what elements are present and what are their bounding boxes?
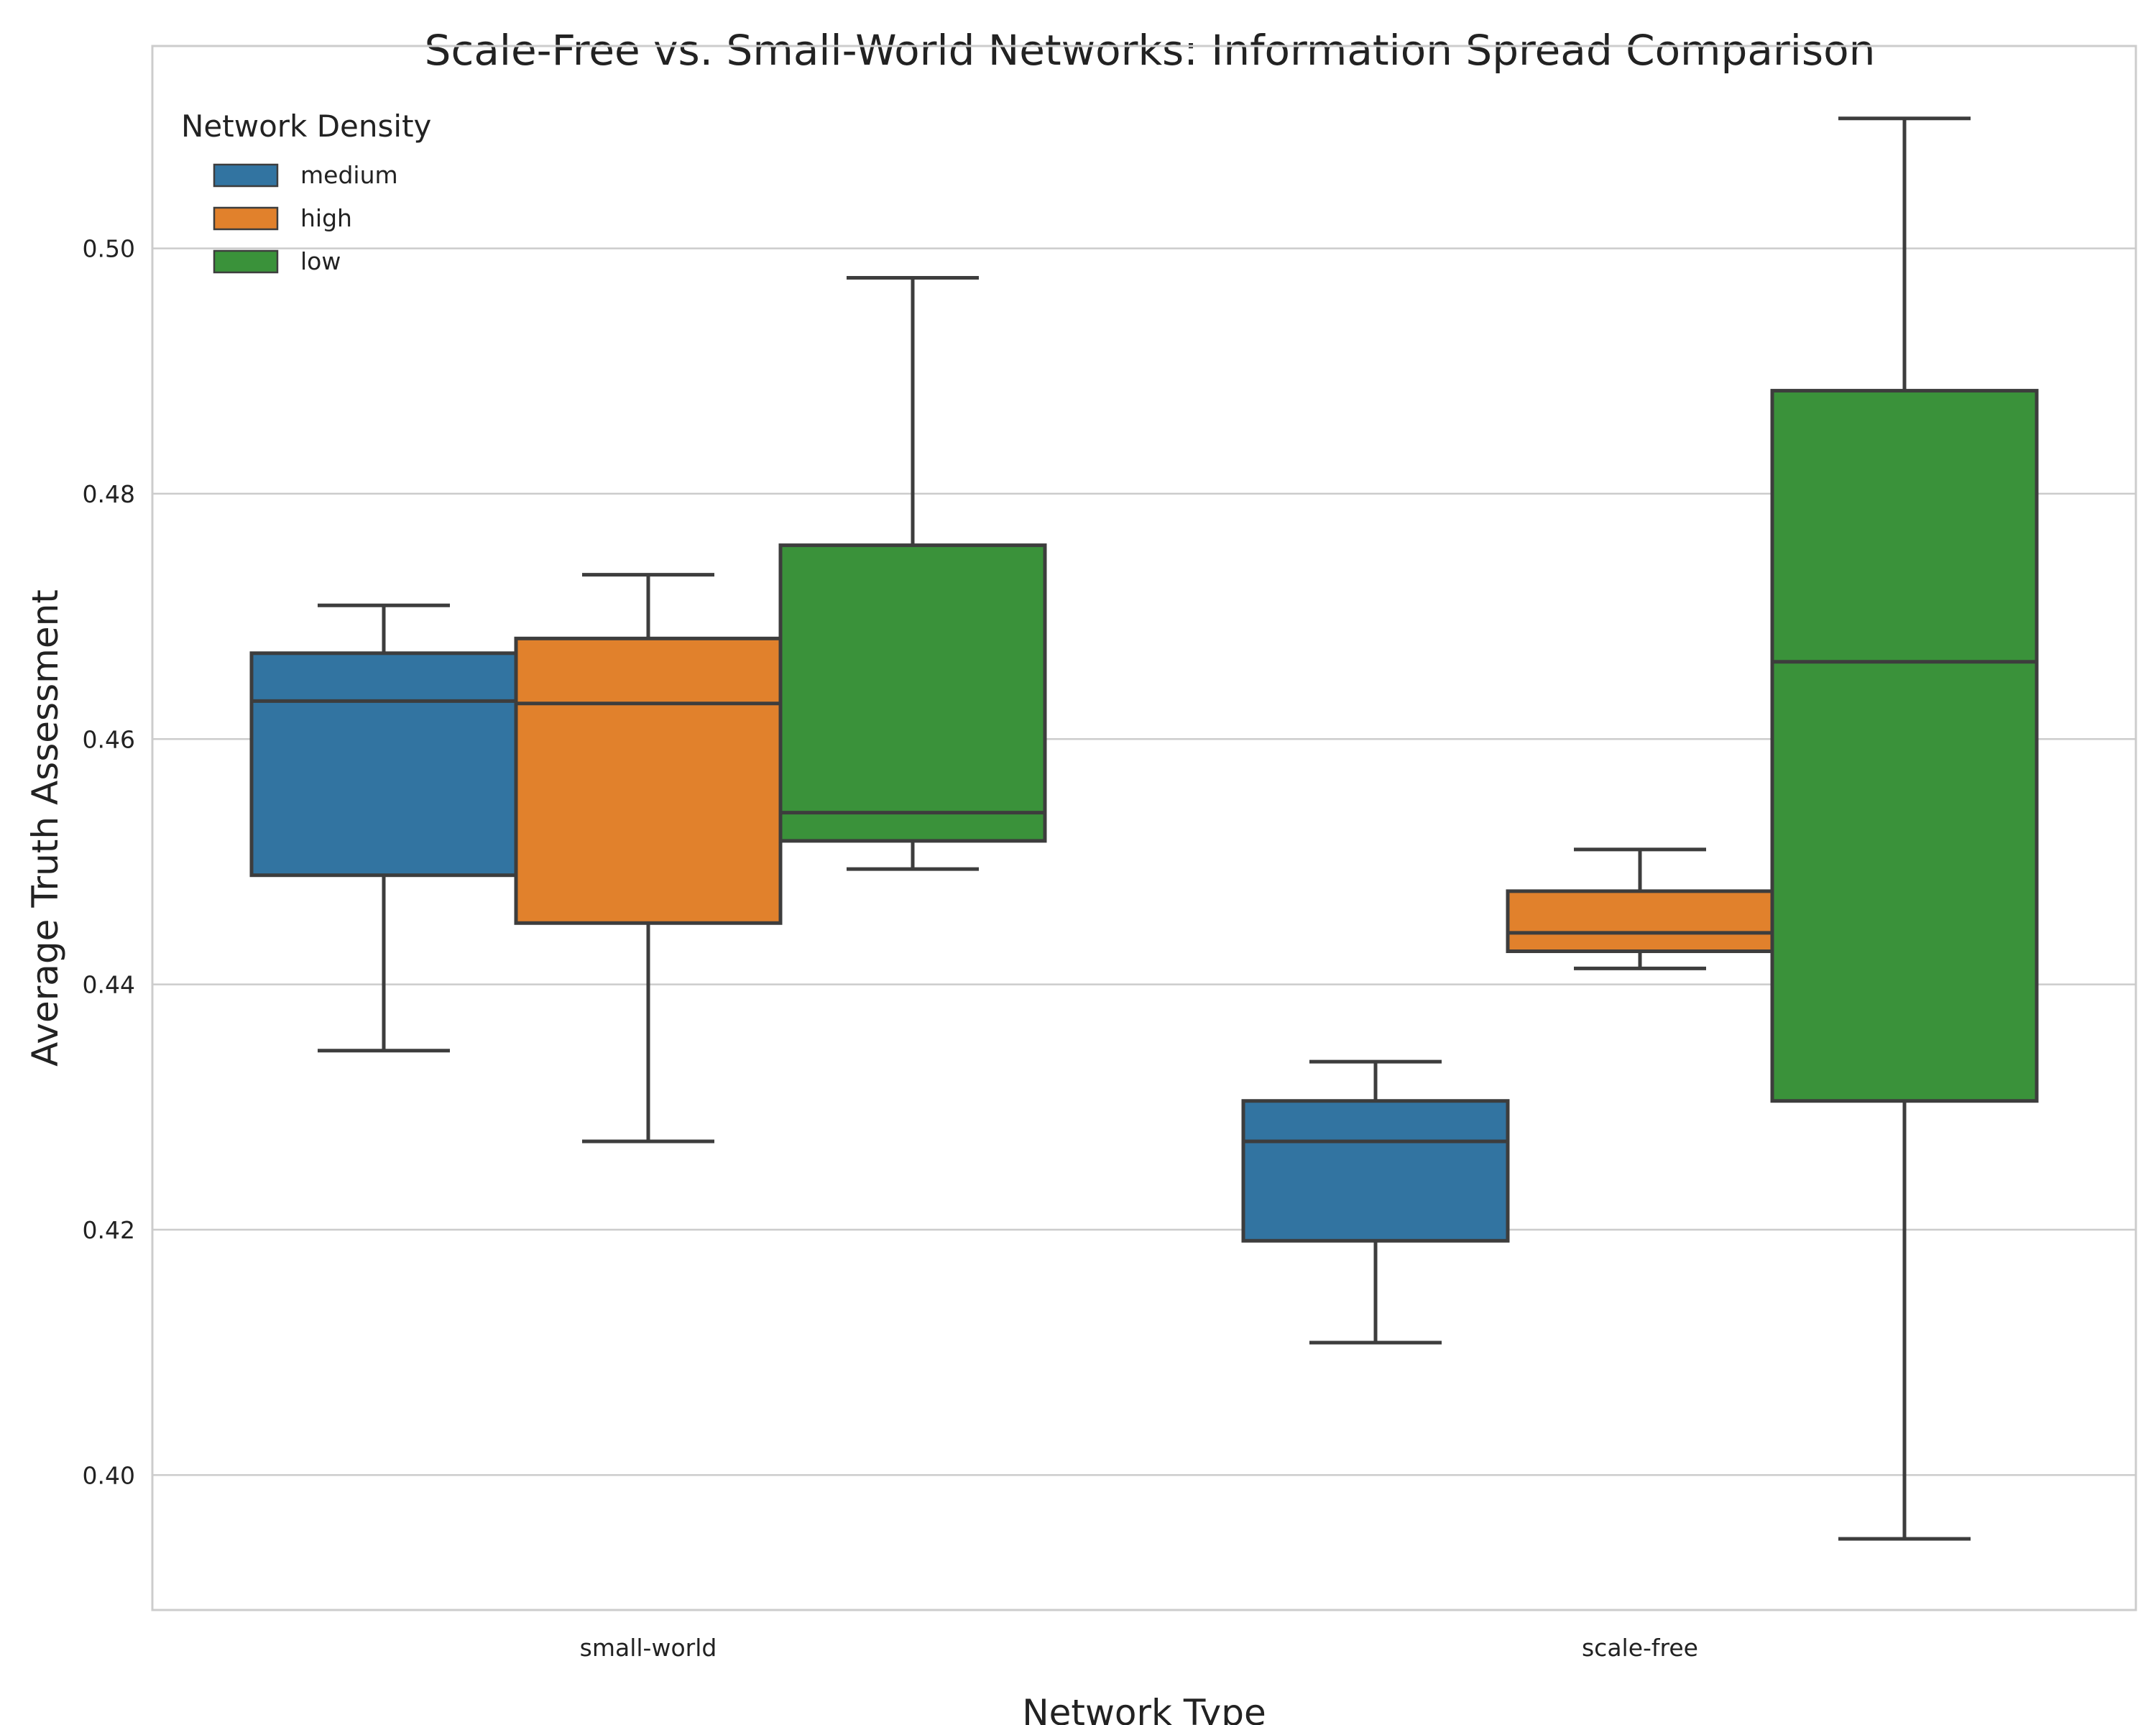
box-medium-scale-free [1241, 1059, 1510, 1345]
legend-label: medium [300, 161, 398, 189]
legend-swatch [213, 206, 279, 231]
box-high-scale-free [1506, 847, 1774, 970]
box-iqr [1770, 389, 2039, 1103]
y-axis-label: Average Truth Assessment [24, 589, 66, 1067]
legend-swatch [213, 163, 279, 188]
box-iqr [1506, 889, 1774, 954]
legend-items: medium high low [213, 161, 398, 275]
legend: Network Density medium high low [181, 109, 431, 275]
legend-swatch [213, 249, 279, 274]
y-axis-ticks: 0.40 0.42 0.44 0.46 0.48 0.50 [83, 235, 135, 1490]
box-iqr [778, 543, 1047, 843]
legend-item-medium: medium [213, 161, 398, 189]
y-tick-label: 0.44 [83, 971, 135, 999]
x-tick-label: small-world [580, 1634, 717, 1662]
y-tick-label: 0.40 [83, 1461, 135, 1489]
box-low-scale-free [1770, 116, 2039, 1541]
box-iqr [514, 636, 783, 925]
legend-item-high: high [213, 204, 352, 232]
x-axis-label: Network Type [1022, 1692, 1266, 1725]
x-axis-ticks: small-world scale-free [580, 1634, 1698, 1662]
legend-item-low: low [213, 247, 341, 275]
x-tick-label: scale-free [1582, 1634, 1698, 1662]
legend-label: high [300, 204, 352, 232]
y-tick-label: 0.42 [83, 1216, 135, 1244]
y-tick-label: 0.48 [83, 480, 135, 508]
y-tick-label: 0.50 [83, 235, 135, 263]
chart-title: Scale-Free vs. Small-World Networks: Inf… [425, 26, 1876, 75]
legend-title: Network Density [181, 109, 431, 144]
box-iqr [249, 651, 518, 878]
y-tick-label: 0.46 [83, 725, 135, 753]
legend-label: low [300, 247, 341, 275]
plot-area-frame [151, 45, 2137, 1611]
box-iqr [1241, 1099, 1510, 1243]
box-plots [249, 116, 2039, 1541]
box-high-small-world [514, 573, 783, 1144]
box-low-small-world [778, 276, 1047, 871]
box-medium-small-world [249, 603, 518, 1053]
